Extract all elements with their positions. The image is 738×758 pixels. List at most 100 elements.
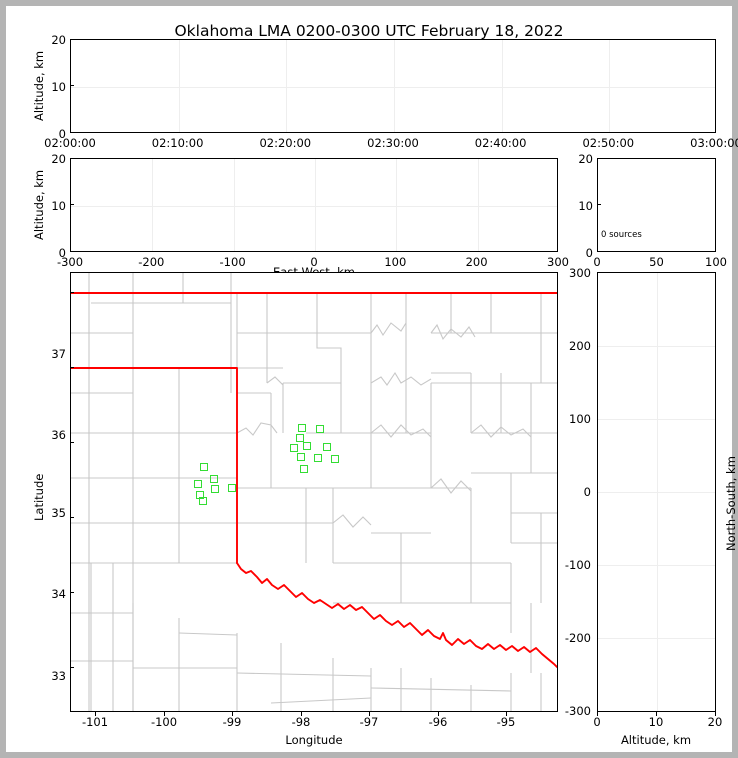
tick-label-x: -99 — [222, 715, 242, 729]
panel-altitude-northsouth[interactable] — [597, 272, 716, 712]
source-marker — [199, 497, 207, 505]
gridline — [598, 492, 715, 493]
gridline — [71, 87, 715, 88]
gridline — [178, 40, 180, 132]
source-marker — [314, 454, 322, 462]
tick-label-x: 02:10:00 — [151, 136, 204, 150]
gridline — [598, 565, 715, 566]
tick-label-y: 0 — [58, 127, 66, 141]
tick-mark — [70, 442, 74, 444]
tick-label-x: 0 — [593, 255, 601, 269]
tick-mark — [70, 592, 74, 594]
panel-map[interactable] — [70, 272, 558, 712]
tick-label-north-south: -200 — [564, 631, 591, 645]
axis-label-x: Longitude — [285, 733, 343, 747]
axis-label-y: Altitude, km — [32, 50, 46, 121]
source-marker — [210, 475, 218, 483]
tick-mark — [70, 292, 74, 294]
source-marker — [196, 491, 204, 499]
tick-label-x: -100 — [150, 715, 178, 729]
panel-time-altitude[interactable] — [70, 39, 716, 133]
gridline — [394, 40, 395, 132]
source-marker — [296, 434, 304, 442]
page-title: Oklahoma LMA 0200-0300 UTC February 18, … — [174, 22, 564, 40]
tick-mark — [369, 712, 371, 716]
tick-label-x: 20 — [707, 715, 723, 729]
source-marker — [323, 443, 331, 451]
tick-label-y: 33 — [51, 669, 66, 683]
tick-mark — [715, 712, 717, 716]
gridline — [501, 40, 503, 132]
gridline — [71, 206, 557, 207]
tick-label-y: 35 — [51, 506, 66, 520]
tick-label-y: 0 — [585, 246, 593, 260]
source-marker — [300, 465, 308, 473]
axis-label-x: Altitude, km — [620, 733, 692, 747]
tick-mark — [70, 517, 74, 519]
tick-label-x: 200 — [465, 255, 488, 269]
tick-label-x: 02:30:00 — [367, 136, 419, 150]
tick-label-y: 34 — [51, 587, 66, 601]
figure-area: Oklahoma LMA 0200-0300 UTC February 18, … — [6, 6, 738, 752]
tick-label-north-south: -100 — [564, 558, 591, 572]
panel-eastwest-altitude[interactable] — [70, 158, 558, 252]
tick-label-y: 10 — [51, 80, 66, 94]
tick-label-north-south: 200 — [569, 339, 591, 353]
tick-label-north-south: -300 — [564, 704, 591, 718]
tick-label-x: 300 — [547, 255, 569, 269]
tick-label-x: 02:20:00 — [259, 136, 312, 150]
tick-mark — [70, 204, 74, 206]
source-count-annotation: 0 sources — [601, 230, 642, 240]
tick-label-y: 20 — [51, 33, 66, 47]
source-marker — [297, 453, 305, 461]
gridline — [598, 419, 715, 420]
tick-label-x: 02:50:00 — [582, 136, 635, 150]
tick-label-x: -95 — [496, 715, 516, 729]
tick-label-north-south: 0 — [583, 485, 591, 499]
tick-label-x: -97 — [359, 715, 379, 729]
tick-label-x: -100 — [219, 255, 246, 269]
tick-mark — [438, 712, 440, 716]
tick-label-x: 100 — [384, 255, 407, 269]
map-geometry — [71, 273, 557, 711]
tick-mark — [70, 667, 74, 669]
tick-mark — [301, 712, 303, 716]
source-marker — [211, 485, 219, 493]
source-marker — [194, 480, 202, 488]
gridline — [598, 638, 715, 639]
gridline — [598, 346, 715, 347]
source-marker — [316, 425, 324, 433]
source-marker — [298, 424, 306, 432]
gridline — [233, 159, 235, 251]
tick-label-y: 10 — [51, 199, 66, 213]
tick-label-y: 20 — [578, 152, 593, 166]
tick-label-x: -300 — [56, 255, 84, 269]
gridline — [315, 159, 316, 251]
tick-label-y: 37 — [51, 347, 66, 361]
tick-mark — [70, 367, 74, 369]
tick-label-x: 03:00:00 — [690, 136, 738, 150]
gridline — [286, 40, 288, 132]
gridline — [152, 159, 154, 251]
tick-mark — [597, 204, 601, 206]
panel-source-histogram[interactable] — [597, 158, 716, 252]
gridline — [609, 40, 611, 132]
tick-label-x: 10 — [648, 715, 664, 729]
gridline — [477, 159, 479, 251]
tick-mark — [597, 712, 599, 716]
source-marker — [303, 442, 311, 450]
tick-label-x: 50 — [649, 255, 664, 269]
tick-label-x: -101 — [81, 715, 109, 729]
tick-label-y: 10 — [578, 199, 593, 213]
source-marker — [228, 484, 236, 492]
tick-label-x: -200 — [138, 255, 165, 269]
tick-label-north-south: 100 — [569, 412, 591, 426]
tick-mark — [506, 712, 508, 716]
tick-label-x: 02:40:00 — [474, 136, 527, 150]
source-marker — [200, 463, 208, 471]
tick-label-x: -96 — [428, 715, 448, 729]
tick-label-y: 0 — [58, 246, 66, 260]
tick-label-y: 20 — [51, 152, 66, 166]
source-marker — [331, 455, 339, 463]
